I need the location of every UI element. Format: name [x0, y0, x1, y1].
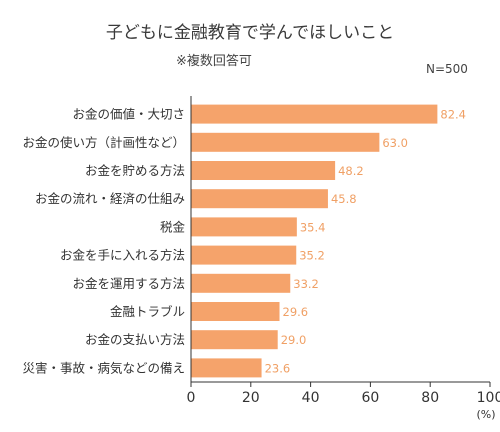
x-tick-label: 0: [187, 390, 196, 406]
x-tick-label: 80: [421, 390, 439, 406]
x-tick-label: 20: [242, 390, 260, 406]
bar: [191, 189, 328, 209]
chart-subtitle: ※複数回答可: [176, 54, 252, 69]
sample-size-note: N=500: [426, 62, 468, 76]
category-label: 災害・事故・病気などの備え: [22, 360, 185, 375]
value-label: 35.4: [300, 220, 326, 234]
category-label: お金を貯める方法: [85, 163, 185, 178]
bar: [191, 217, 297, 237]
bars-group: [191, 104, 438, 378]
bar: [191, 161, 336, 180]
value-label: 33.2: [293, 277, 319, 291]
category-label: 税金: [160, 219, 186, 234]
x-axis-ticks-group: 0 20 40 60 80 100: [187, 382, 500, 406]
category-label: お金の価値・大切さ: [72, 107, 185, 122]
value-label: 82.4: [440, 108, 466, 122]
value-label: 29.0: [281, 333, 307, 347]
value-label: 23.6: [265, 361, 291, 375]
value-label: 29.6: [283, 305, 309, 319]
bar: [191, 302, 280, 321]
value-label: 63.0: [382, 136, 408, 150]
value-label: 48.2: [338, 164, 364, 178]
x-tick-label: 100: [477, 390, 500, 406]
x-tick-label: 60: [361, 390, 379, 406]
category-label: お金の使い方（計画性など）: [22, 135, 185, 150]
bar: [191, 273, 291, 293]
value-labels-group: 82.4 63.0 48.2 45.8 35.4 35.2 33.2 29.6 29.0 23.6: [265, 108, 466, 376]
chart-title: 子どもに金融教育で学んでほしいこと: [105, 23, 395, 43]
bar: [191, 104, 438, 124]
category-label: 金融トラブル: [110, 304, 185, 319]
x-tick-label: 40: [302, 390, 320, 406]
category-label: お金を運用する方法: [72, 276, 185, 291]
value-label: 35.2: [299, 249, 325, 263]
value-label: 45.8: [331, 192, 357, 206]
bar: [191, 330, 278, 350]
bar: [191, 245, 297, 265]
x-axis-unit-label: (%): [476, 408, 495, 421]
bar: [191, 358, 262, 378]
category-label: お金の流れ・経済の仕組み: [35, 191, 185, 206]
category-label: お金の支払い方法: [85, 332, 185, 347]
bar: [191, 132, 380, 152]
category-label: お金を手に入れる方法: [60, 248, 185, 263]
